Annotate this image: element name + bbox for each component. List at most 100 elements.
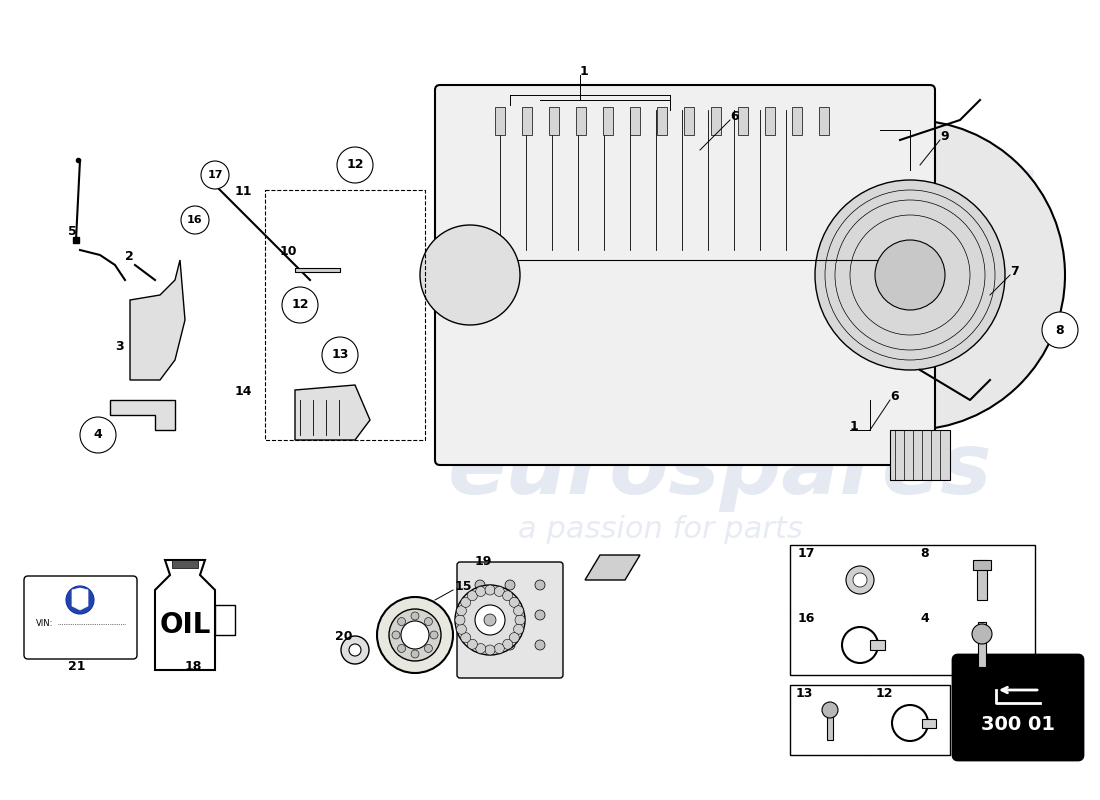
Text: eurospares: eurospares: [448, 429, 992, 511]
Bar: [890, 430, 950, 480]
Circle shape: [475, 643, 486, 654]
Circle shape: [425, 618, 432, 626]
Text: a passion for parts: a passion for parts: [518, 515, 802, 545]
Text: VIN:: VIN:: [36, 619, 54, 629]
Circle shape: [430, 631, 438, 639]
Circle shape: [505, 640, 515, 650]
Circle shape: [402, 621, 429, 649]
Text: 9: 9: [940, 130, 948, 143]
Circle shape: [503, 590, 513, 601]
Bar: [977, 560, 987, 600]
Circle shape: [455, 615, 465, 625]
Circle shape: [815, 180, 1005, 370]
Circle shape: [494, 586, 504, 597]
Bar: [711, 107, 720, 135]
Bar: [792, 107, 802, 135]
Circle shape: [455, 585, 525, 655]
Circle shape: [535, 640, 544, 650]
Text: 7: 7: [1010, 265, 1019, 278]
Text: 1: 1: [580, 65, 588, 78]
Circle shape: [514, 624, 524, 634]
Circle shape: [456, 624, 466, 634]
Polygon shape: [214, 605, 235, 635]
Text: 20: 20: [336, 630, 352, 643]
Circle shape: [425, 645, 432, 653]
Bar: [974, 560, 991, 570]
Circle shape: [505, 610, 515, 620]
Bar: [764, 107, 776, 135]
Circle shape: [411, 650, 419, 658]
Circle shape: [874, 240, 945, 310]
Bar: [657, 107, 667, 135]
Bar: [549, 107, 559, 135]
Circle shape: [475, 580, 485, 590]
Circle shape: [80, 417, 116, 453]
Circle shape: [322, 337, 358, 373]
Circle shape: [535, 580, 544, 590]
FancyBboxPatch shape: [24, 576, 138, 659]
Text: 15: 15: [455, 580, 473, 593]
Bar: [790, 545, 1035, 675]
Circle shape: [337, 147, 373, 183]
Circle shape: [411, 612, 419, 620]
Circle shape: [1042, 312, 1078, 348]
Text: 4: 4: [920, 612, 928, 625]
Text: 5: 5: [68, 225, 77, 238]
Text: 12: 12: [292, 298, 309, 311]
Circle shape: [182, 206, 209, 234]
Circle shape: [535, 610, 544, 620]
Circle shape: [389, 609, 441, 661]
Circle shape: [494, 643, 504, 654]
Text: 1: 1: [850, 420, 859, 433]
Circle shape: [475, 605, 505, 635]
Circle shape: [468, 590, 477, 601]
Text: 17: 17: [207, 170, 222, 180]
Circle shape: [485, 585, 495, 595]
Text: 2: 2: [125, 250, 134, 263]
FancyBboxPatch shape: [953, 655, 1084, 760]
Bar: [522, 107, 532, 135]
Circle shape: [377, 597, 453, 673]
Circle shape: [392, 631, 400, 639]
Circle shape: [282, 287, 318, 323]
Circle shape: [397, 645, 406, 653]
Circle shape: [755, 120, 1065, 430]
Circle shape: [475, 640, 485, 650]
Bar: [172, 560, 198, 568]
Circle shape: [461, 633, 471, 642]
Circle shape: [456, 606, 466, 616]
Circle shape: [514, 606, 524, 616]
Circle shape: [972, 624, 992, 644]
Text: 14: 14: [235, 385, 253, 398]
Circle shape: [461, 598, 471, 607]
Text: 21: 21: [68, 660, 86, 673]
Text: 19: 19: [475, 555, 493, 568]
Bar: [870, 640, 886, 650]
Text: 17: 17: [798, 547, 815, 560]
Circle shape: [66, 586, 94, 614]
Text: 8: 8: [920, 547, 928, 560]
Text: 13: 13: [331, 349, 349, 362]
Circle shape: [468, 639, 477, 650]
Circle shape: [485, 645, 495, 655]
Text: 10: 10: [280, 245, 297, 258]
Text: OIL: OIL: [160, 611, 211, 639]
Circle shape: [505, 580, 515, 590]
Bar: [820, 107, 829, 135]
Bar: [495, 107, 505, 135]
Circle shape: [822, 702, 838, 718]
Text: 13: 13: [796, 687, 813, 700]
Polygon shape: [585, 555, 640, 580]
Circle shape: [475, 586, 486, 597]
Circle shape: [475, 610, 485, 620]
Circle shape: [509, 633, 519, 642]
Circle shape: [852, 573, 867, 587]
Text: 8: 8: [1056, 323, 1065, 337]
Polygon shape: [295, 385, 370, 440]
Circle shape: [420, 225, 520, 325]
Text: 12: 12: [876, 687, 893, 700]
Text: 4: 4: [94, 429, 102, 442]
Text: 6: 6: [890, 390, 899, 403]
Circle shape: [503, 639, 513, 650]
Text: 3: 3: [116, 340, 123, 353]
